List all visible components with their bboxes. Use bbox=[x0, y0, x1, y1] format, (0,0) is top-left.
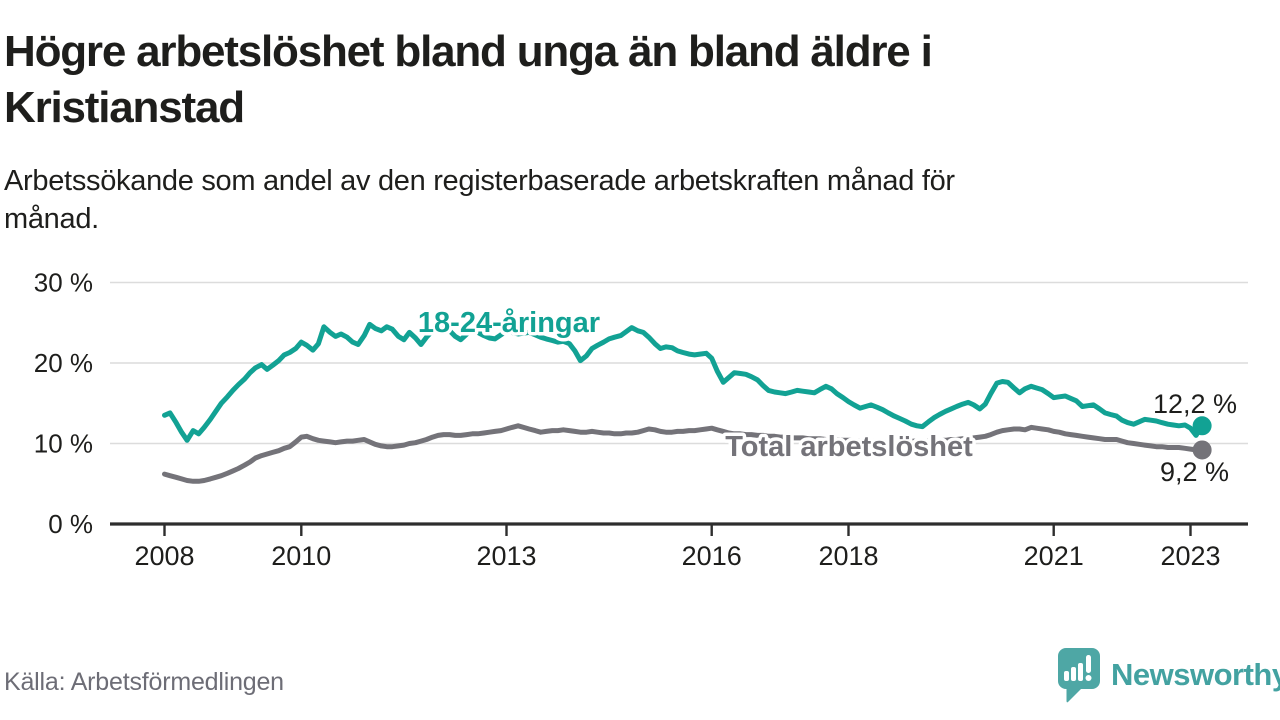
series-endpoint-total bbox=[1192, 440, 1212, 460]
newsworthy-logo: Newsworthy bbox=[1056, 646, 1280, 703]
chart-title-line-1: Högre arbetslöshet bland unga än bland ä… bbox=[4, 27, 933, 76]
y-axis-label-30: 30 % bbox=[34, 268, 93, 298]
x-axis-label-2008: 2008 bbox=[134, 541, 194, 571]
source-note: Källa: Arbetsförmedlingen bbox=[4, 668, 284, 696]
series-line-total bbox=[162, 423, 1205, 484]
chart-subtitle-line-2: månad. bbox=[4, 203, 99, 235]
end-value-label-total: 9,2 % bbox=[1160, 457, 1229, 487]
series-endpoint-young bbox=[1192, 416, 1212, 436]
series-label-total: Total arbetslöshet bbox=[725, 431, 973, 463]
chart-subtitle-line-1: Arbetssökande som andel av den registerb… bbox=[4, 165, 955, 197]
x-axis-label-2010: 2010 bbox=[271, 541, 331, 571]
newsworthy-logo-text: Newsworthy bbox=[1111, 656, 1280, 692]
y-axis-label-10: 10 % bbox=[34, 429, 93, 459]
unemployment-line-chart: 0 % 10 % 20 % 30 % 2008 2010 2013 2016 2018 2021 2… bbox=[34, 268, 1248, 571]
chart-subtitle: Arbetssökande som andel av den registerb… bbox=[4, 162, 955, 238]
chart-title: Högre arbetslöshet bland unga än bland ä… bbox=[4, 24, 933, 136]
x-axis-label-2018: 2018 bbox=[818, 541, 878, 571]
x-axis-label-2016: 2016 bbox=[682, 541, 742, 571]
end-value-label-young: 12,2 % bbox=[1153, 389, 1237, 419]
x-axis-label-2013: 2013 bbox=[476, 541, 536, 571]
chart-title-line-2: Kristianstad bbox=[4, 83, 245, 132]
newsworthy-logo-icon bbox=[1058, 648, 1100, 703]
series-label-young: 18-24-åringar bbox=[418, 307, 600, 339]
y-axis-label-20: 20 % bbox=[34, 348, 93, 378]
series-line-young bbox=[162, 316, 1205, 443]
x-axis-label-2021: 2021 bbox=[1024, 541, 1084, 571]
x-axis-label-2023: 2023 bbox=[1160, 541, 1220, 571]
y-axis-label-0: 0 % bbox=[48, 509, 93, 539]
